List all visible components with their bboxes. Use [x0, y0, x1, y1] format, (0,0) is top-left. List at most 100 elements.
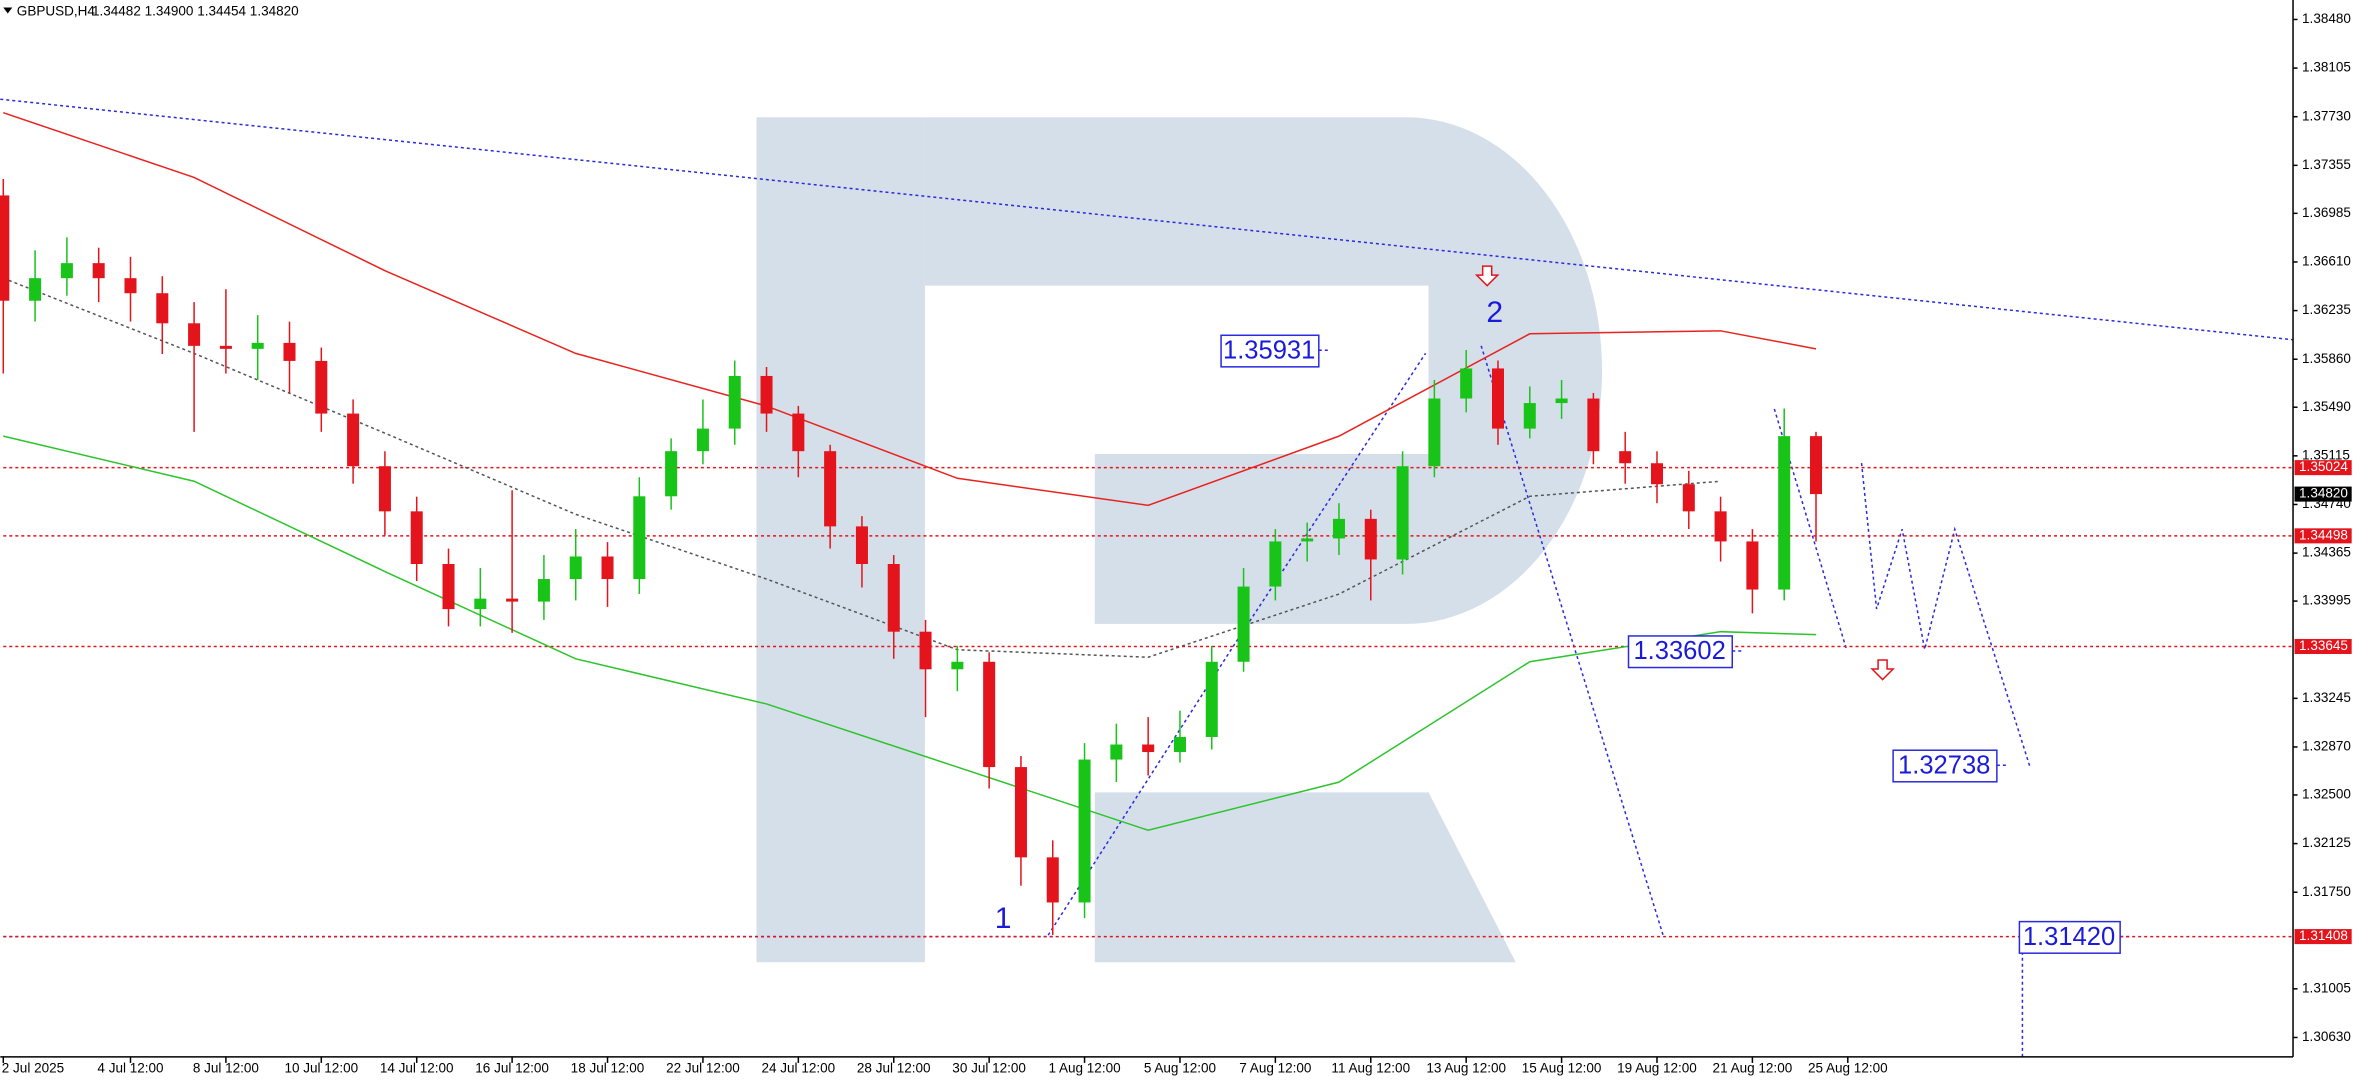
- candle-body: [60, 263, 73, 279]
- y-tick-label: 1.36610: [2302, 254, 2351, 269]
- y-tick-label: 1.33995: [2302, 593, 2351, 608]
- candle-body: [760, 375, 773, 414]
- y-tick-label: 1.35490: [2302, 399, 2351, 414]
- x-tick-label: 30 Jul 12:00: [952, 1061, 1026, 1076]
- candle-body: [1269, 541, 1282, 587]
- target-label: 1.33602: [1633, 637, 1725, 665]
- target-label: 1.32738: [1898, 752, 1990, 780]
- level-tag: [2294, 528, 2352, 544]
- x-tick-label: 25 Aug 12:00: [1808, 1061, 1888, 1076]
- candle-body: [1142, 744, 1155, 753]
- wave-label: 1: [995, 902, 1012, 935]
- target-label: 1.31420: [2023, 923, 2115, 951]
- x-tick-label: 4 Jul 12:00: [97, 1061, 163, 1076]
- signal-arrows: [1474, 265, 1895, 681]
- y-tick-label: 1.33245: [2302, 690, 2351, 705]
- y-tick-label: 1.36985: [2302, 205, 2351, 220]
- candle-body: [1301, 538, 1314, 542]
- candle-body: [0, 195, 10, 301]
- header-ohlc: 1.34482 1.34900 1.34454 1.34820: [92, 4, 299, 19]
- candle-body: [633, 496, 646, 580]
- y-tick-label: 1.31005: [2302, 980, 2351, 995]
- candle-body: [1714, 511, 1727, 542]
- level-tag: [2294, 929, 2352, 945]
- symbol: GBPUSD,H4: [17, 4, 96, 19]
- candle-body: [1682, 484, 1695, 512]
- y-tick-label: 1.35860: [2302, 351, 2351, 366]
- x-tick-label: 19 Aug 12:00: [1617, 1061, 1697, 1076]
- x-tick-label: 13 Aug 12:00: [1426, 1061, 1506, 1076]
- x-tick-label: 2 Jul 2025: [2, 1061, 64, 1076]
- moving-average: [3, 277, 1721, 658]
- y-tick-label: 1.31750: [2302, 884, 2351, 899]
- candle-body: [1014, 767, 1027, 858]
- annotation-boxes: [1220, 334, 2121, 954]
- candle-body: [1619, 451, 1632, 464]
- y-tick-label: 1.34365: [2302, 545, 2351, 560]
- candle-body: [378, 466, 391, 512]
- x-tick-label: 1 Aug 12:00: [1048, 1061, 1120, 1076]
- x-tick-label: 5 Aug 12:00: [1144, 1061, 1216, 1076]
- candle-body: [347, 413, 360, 467]
- candle-body: [1078, 759, 1091, 903]
- level-label: 1.31408: [2299, 928, 2348, 943]
- y-tick-label: 1.37355: [2302, 157, 2351, 172]
- current-price-tag: [2294, 486, 2352, 502]
- candle-body: [1428, 398, 1441, 467]
- x-tick-label: 22 Jul 12:00: [666, 1061, 740, 1076]
- candle-body: [1491, 368, 1504, 429]
- candle-body: [92, 263, 105, 279]
- x-tick-label: 11 Aug 12:00: [1331, 1061, 1410, 1076]
- candle-body: [1460, 368, 1473, 399]
- level-label: 1.33645: [2299, 638, 2348, 653]
- candle-body: [824, 451, 837, 527]
- candle-body: [1809, 436, 1823, 495]
- candle-body: [1523, 403, 1536, 429]
- y-tick-label: 1.38480: [2302, 11, 2351, 26]
- candle-body: [983, 661, 996, 768]
- y-tick-label: 1.37730: [2302, 108, 2351, 123]
- candle-body: [1396, 466, 1409, 560]
- x-tick-label: 14 Jul 12:00: [380, 1061, 454, 1076]
- candle-body: [887, 563, 900, 632]
- candle-body: [728, 375, 741, 429]
- x-tick-label: 18 Jul 12:00: [571, 1061, 645, 1076]
- candle-body: [1778, 436, 1791, 590]
- level-label: 1.34498: [2299, 527, 2348, 542]
- candle-body: [474, 598, 487, 610]
- candle-body: [315, 360, 328, 414]
- y-tick-label: 1.36235: [2302, 302, 2351, 317]
- x-tick-label: 15 Aug 12:00: [1522, 1061, 1602, 1076]
- candle-body: [537, 579, 550, 602]
- y-tick-label: 1.35115: [2302, 447, 2350, 462]
- y-tick-label: 1.32870: [2302, 739, 2351, 754]
- menu-icon[interactable]: [3, 7, 13, 14]
- candle-body: [951, 661, 964, 670]
- candle-body: [156, 293, 169, 324]
- candle-body: [792, 413, 805, 452]
- candle-body: [1205, 661, 1218, 737]
- x-tick-label: 24 Jul 12:00: [762, 1061, 836, 1076]
- candle-body: [1237, 586, 1250, 662]
- candle-body: [442, 563, 455, 610]
- x-tick-label: 21 Aug 12:00: [1713, 1061, 1793, 1076]
- candle-body: [283, 342, 296, 361]
- x-tick-label: 10 Jul 12:00: [284, 1061, 358, 1076]
- candle-body: [1650, 463, 1664, 485]
- x-tick-label: 8 Jul 12:00: [193, 1061, 259, 1076]
- candle-body: [188, 323, 201, 346]
- candle-body: [1173, 736, 1186, 753]
- current-price-label: 1.34820: [2299, 486, 2348, 501]
- wave-label: 2: [1486, 296, 1503, 329]
- target-label: 1.35931: [1223, 337, 1315, 365]
- level-label: 1.35024: [2299, 459, 2348, 474]
- candle-body: [124, 278, 137, 294]
- candle-body: [855, 526, 868, 564]
- y-tick-label: 1.32500: [2302, 787, 2351, 802]
- candle-body: [29, 278, 42, 301]
- candle-body: [1332, 518, 1345, 539]
- candle-body: [569, 556, 582, 580]
- candle-body: [219, 345, 232, 349]
- candle-body: [1046, 857, 1059, 903]
